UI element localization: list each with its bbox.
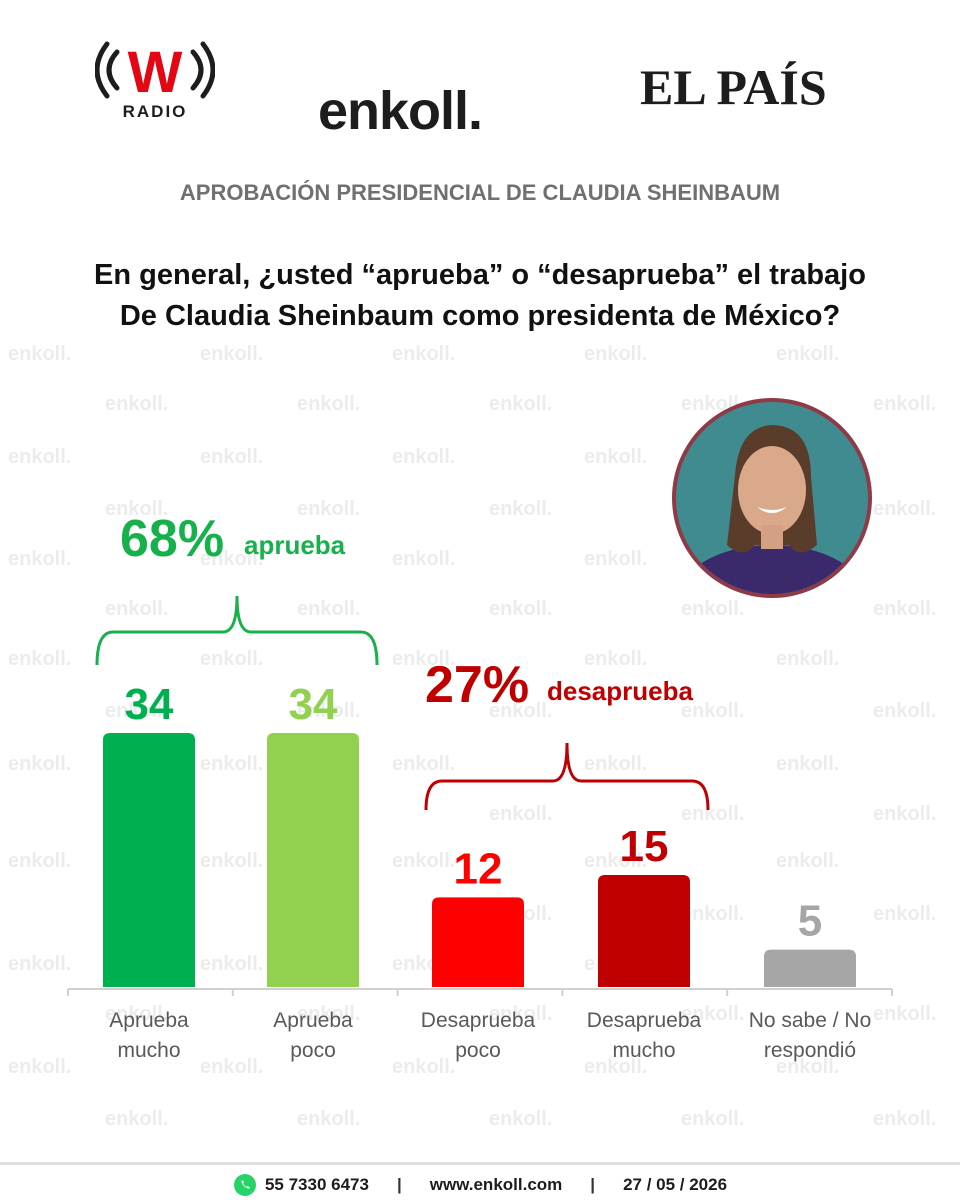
footer: 55 7330 6473 | www.enkoll.com | 27 / 05 … xyxy=(0,1172,960,1198)
category-label: poco xyxy=(290,1039,336,1062)
bar xyxy=(598,874,690,987)
category-label: poco xyxy=(455,1039,501,1062)
footer-date: 27 / 05 / 2026 xyxy=(623,1175,728,1194)
group-percent: 68% xyxy=(120,510,224,568)
footer-separator: | xyxy=(396,1175,402,1194)
w-radio-logo: W RADIO xyxy=(95,40,215,120)
bar xyxy=(267,733,359,987)
category-label: No sabe / No xyxy=(749,1009,872,1032)
website-link[interactable]: www.enkoll.com xyxy=(429,1175,563,1194)
question-line-2: De Claudia Sheinbaum como presidenta de … xyxy=(119,299,841,332)
category-label: Desaprueba xyxy=(587,1009,702,1032)
question-line-1: En general, ¿usted “aprueba” o “desaprue… xyxy=(94,259,866,291)
group-brace xyxy=(95,595,379,666)
bar xyxy=(103,733,195,987)
phone-number: 55 7330 6473 xyxy=(264,1175,369,1194)
category-label: mucho xyxy=(612,1039,675,1062)
group-label: aprueba xyxy=(244,530,346,560)
category-label: respondió xyxy=(764,1039,856,1062)
bar xyxy=(432,897,524,987)
w-radio-letter: W xyxy=(128,40,183,105)
group-brace xyxy=(424,742,710,811)
group-label: desaprueba xyxy=(547,676,693,706)
category-label: Desaprueba xyxy=(421,1009,536,1032)
bar xyxy=(764,949,856,987)
subtitle: APROBACIÓN PRESIDENCIAL DE CLAUDIA SHEIN… xyxy=(179,180,781,205)
category-label: Aprueba xyxy=(109,1009,189,1032)
logo-bar: W RADIO enkoll. EL PAÍS xyxy=(0,30,960,141)
enkoll-logo: enkoll. xyxy=(318,81,483,141)
footer-divider xyxy=(0,1162,960,1165)
w-radio-text: RADIO xyxy=(123,102,188,120)
el-pais-logo: EL PAÍS xyxy=(640,59,827,115)
bar-value-label: 34 xyxy=(289,680,338,729)
president-portrait xyxy=(672,398,872,598)
bar-value-label: 12 xyxy=(454,844,503,893)
group-percent: 27% xyxy=(425,656,529,714)
category-label: Aprueba xyxy=(273,1009,353,1032)
bar-value-label: 5 xyxy=(798,897,822,946)
survey-question: En general, ¿usted “aprueba” o “desaprue… xyxy=(40,255,920,336)
whatsapp-icon xyxy=(233,1174,256,1196)
bar-value-label: 34 xyxy=(125,680,174,729)
category-label: mucho xyxy=(117,1039,180,1062)
footer-phone: 55 7330 6473 xyxy=(233,1173,369,1197)
bar-value-label: 15 xyxy=(620,822,669,871)
footer-separator: | xyxy=(590,1175,596,1194)
